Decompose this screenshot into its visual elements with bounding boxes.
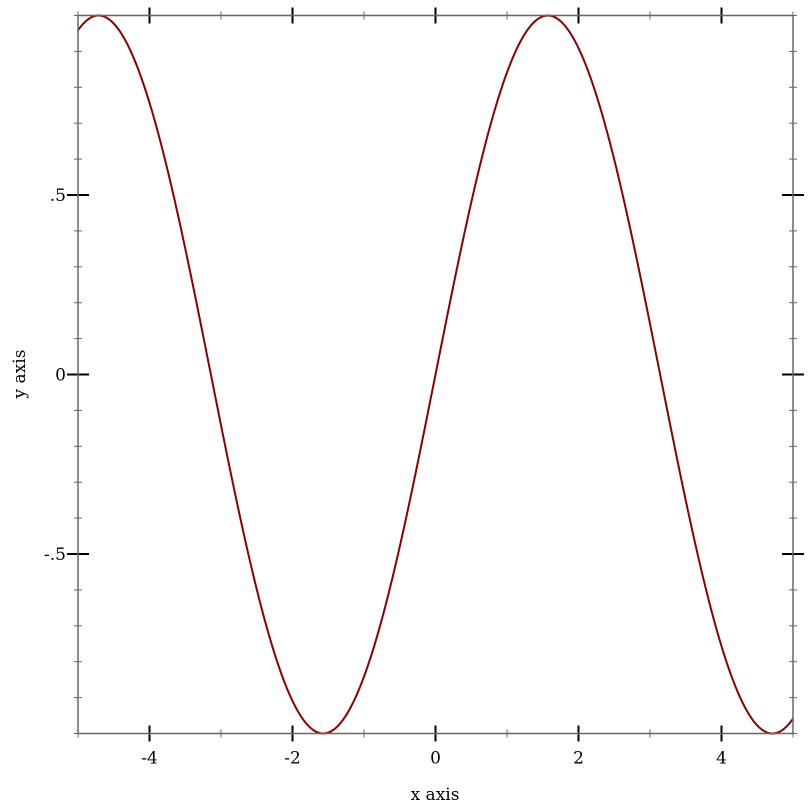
y-tick-label: .5 <box>50 186 66 206</box>
y-tick-label: -.5 <box>44 545 66 565</box>
x-tick-label: -4 <box>141 749 158 769</box>
y-tick-label: 0 <box>55 366 66 386</box>
x-tick-label: 4 <box>716 749 727 769</box>
series-line <box>77 14 794 735</box>
y-axis-label: y axis <box>10 350 30 400</box>
x-tick-label: 2 <box>573 749 584 769</box>
x-axis-label: x axis <box>411 785 460 805</box>
x-tick-label: -2 <box>284 749 301 769</box>
x-tick-label: 0 <box>430 749 441 769</box>
plot-frame <box>77 14 794 735</box>
